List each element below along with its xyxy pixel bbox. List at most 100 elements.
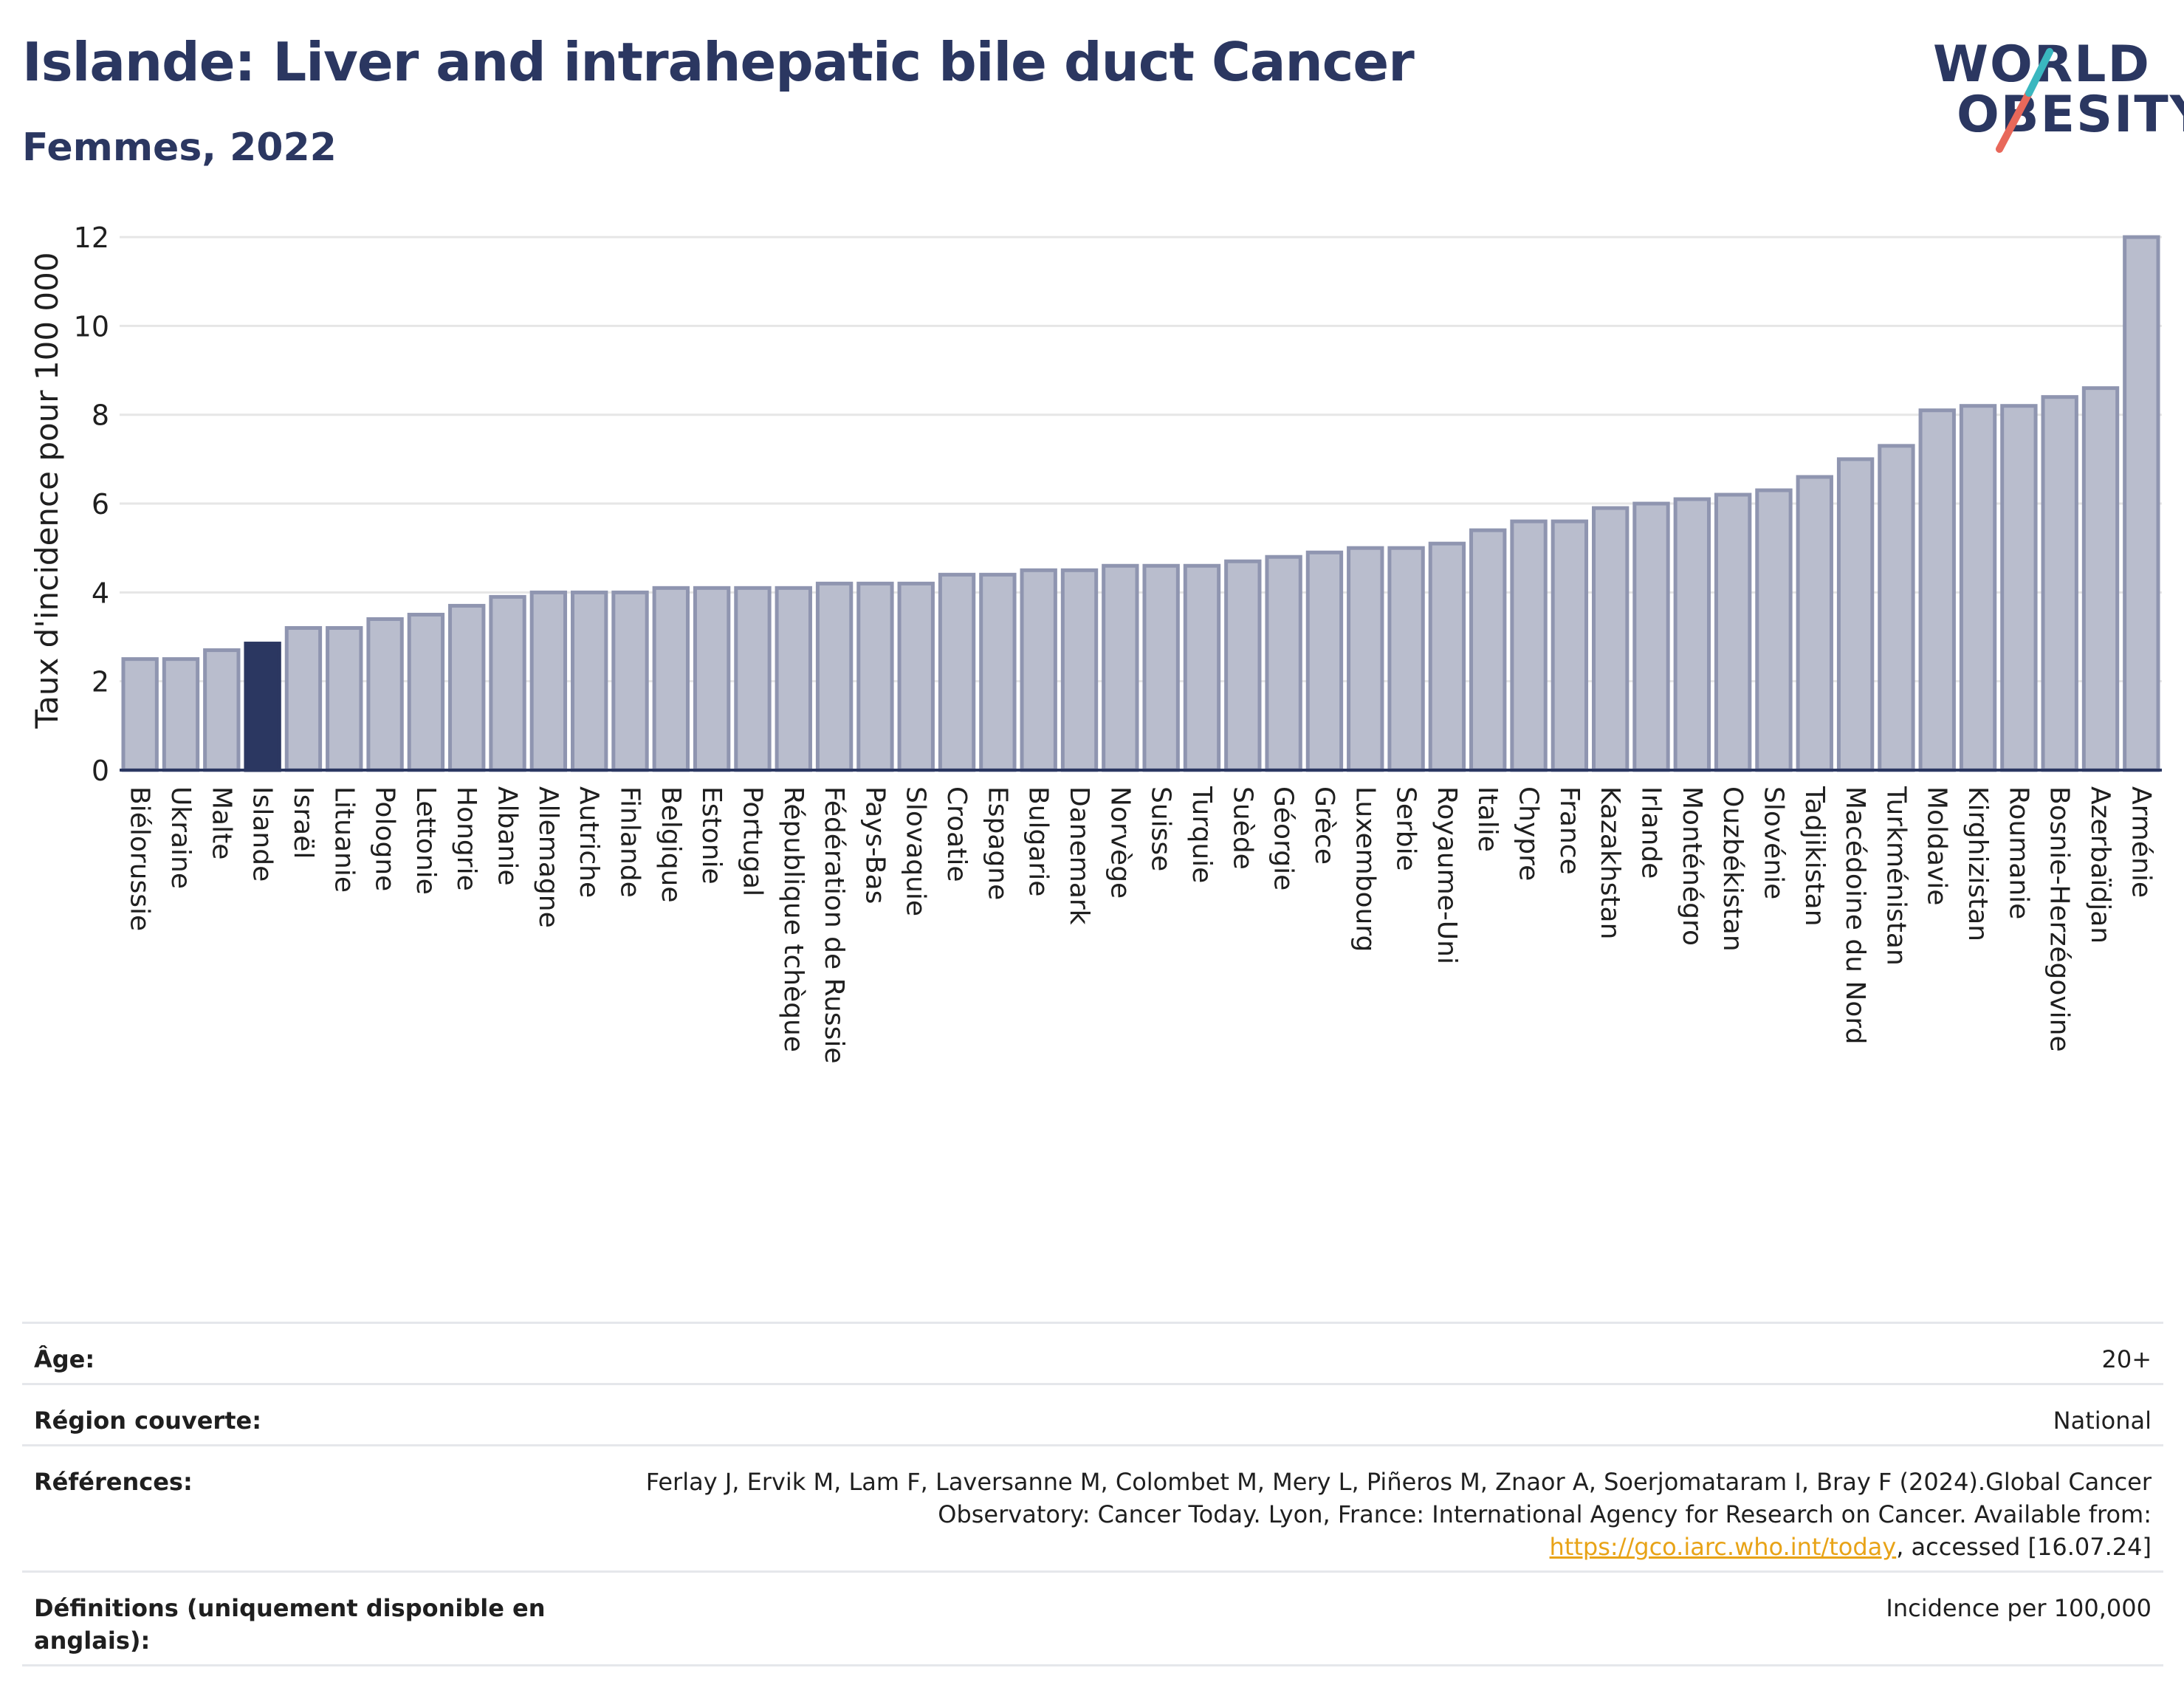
bar [1878, 444, 1915, 772]
y-tick-label: 2 [92, 666, 109, 698]
x-tick-label: Royaume-Uni [1432, 786, 1462, 964]
x-tick-label: Malte [206, 786, 236, 859]
x-tick-label: Kirghizistan [1962, 786, 1993, 941]
bar [2000, 404, 2038, 772]
bar [448, 603, 486, 772]
x-tick-label: Pays-Bas [859, 786, 890, 904]
bar [815, 581, 854, 772]
x-tick-label: Azerbaïdjan [2085, 786, 2115, 944]
x-tick-label: Serbie [1391, 786, 1421, 871]
bar [1755, 488, 1793, 772]
bar-chart: 0 2 4 6 8 10 12 Taux d'incidence pour 100 000 Bi… [29, 222, 2162, 1063]
bar [1836, 457, 1875, 772]
x-tick-label: Pologne [370, 786, 400, 891]
bar [326, 625, 363, 772]
bar [1347, 546, 1384, 772]
bar [1060, 568, 1099, 772]
logo-slash-icon [1996, 48, 2053, 153]
x-tick-label: Danemark [1064, 786, 1094, 925]
x-tick-label: Suisse [1146, 786, 1176, 871]
x-tick-label: Ouzbékistan [1717, 786, 1748, 952]
bar [734, 586, 772, 772]
bar [489, 594, 526, 772]
bar [1020, 568, 1057, 772]
x-tick-label: Italie [1472, 786, 1503, 852]
bar [856, 581, 894, 772]
bar [1551, 519, 1589, 772]
bar [1591, 506, 1630, 772]
bar [1428, 541, 1466, 772]
info-row-region: Région couverte: National [22, 1383, 2163, 1444]
x-tick-label: Suède [1227, 786, 1257, 870]
bar [775, 586, 812, 772]
x-tick-label: Turquie [1187, 786, 1217, 883]
bar [693, 586, 731, 772]
x-tick-label: Macédoine du Nord [1840, 786, 1870, 1044]
x-tick-label: Lettonie [411, 786, 441, 895]
x-tick-label: Biélorussie [125, 786, 155, 931]
x-tick-label: Moldavie [1922, 786, 1952, 905]
reference-text: Ferlay J, Ervik M, Lam F, Laversanne M, … [645, 1468, 2152, 1528]
y-tick-label: 12 [74, 222, 109, 254]
y-tick-label: 6 [92, 488, 109, 521]
bar [938, 572, 976, 772]
info-table: Âge: 20+ Région couverte: National Référ… [22, 1322, 2163, 1666]
bar [2123, 235, 2160, 772]
x-tick-label: Autriche [574, 786, 604, 898]
x-tick-label: Estonie [696, 786, 727, 885]
bar [203, 648, 241, 772]
info-row-definitions: Définitions (uniquement disponible en an… [22, 1570, 2163, 1666]
world-obesity-logo[interactable]: WORLD OBESITY [1920, 30, 2184, 162]
bar [1224, 559, 1262, 772]
reference-link[interactable]: https://gco.iarc.who.int/today [1549, 1533, 1897, 1561]
bar [1510, 519, 1548, 772]
info-value-references: Ferlay J, Ervik M, Lam F, Laversanne M, … [601, 1466, 2152, 1563]
x-tick-label: France [1554, 786, 1584, 875]
bar [1959, 404, 1997, 772]
x-tick-label: Irlande [1636, 786, 1666, 879]
x-tick-label: Tadjikistan [1799, 786, 1830, 927]
bar [284, 625, 323, 772]
bar [162, 657, 200, 772]
x-tick-label: Espagne [982, 786, 1012, 900]
logo-line-2: OBESITY [1957, 86, 2184, 144]
bar [1142, 563, 1180, 772]
bar [1305, 550, 1344, 772]
bar [407, 612, 445, 772]
page-subtitle: Femmes, 2022 [22, 126, 337, 170]
bar [570, 590, 608, 772]
info-label-age: Âge: [34, 1345, 95, 1373]
x-tick-label: Chypre [1514, 786, 1544, 881]
bar [979, 572, 1017, 772]
x-tick-label: Allemagne [533, 786, 563, 928]
x-tick-label: Norvège [1105, 786, 1135, 899]
x-tick-label: Lituanie [329, 786, 359, 893]
x-tick-label: Belgique [656, 786, 686, 903]
y-tick-label: 0 [92, 755, 109, 787]
y-axis-label: Taux d'incidence pour 100 000 [29, 252, 65, 729]
x-tick-label: Bulgarie [1023, 786, 1054, 896]
x-tick-label: Islande [247, 786, 278, 882]
bar [1183, 563, 1221, 772]
info-row-references: Références: Ferlay J, Ervik M, Lam F, La… [22, 1444, 2163, 1570]
info-label-region: Région couverte: [34, 1407, 261, 1435]
bar [2041, 395, 2078, 772]
bar [897, 581, 935, 772]
x-tick-label: Géorgie [1268, 786, 1299, 890]
bar [2081, 386, 2120, 772]
x-tick-label: Roumanie [2003, 786, 2033, 919]
x-tick-label: Monténégro [1677, 786, 1707, 946]
x-tick-label: Portugal [737, 786, 767, 896]
bar [1632, 501, 1670, 772]
x-tick-label: Croatie [941, 786, 972, 882]
y-tick-label: 4 [92, 577, 109, 609]
x-tick-label: Fédération de Russie [819, 786, 849, 1063]
bar [1265, 555, 1302, 772]
reference-accessed: , accessed [16.07.24] [1896, 1533, 2152, 1561]
x-tick-label: Israël [288, 786, 318, 859]
x-tick-label: Luxembourg [1350, 786, 1380, 952]
info-label-definitions: Définitions (uniquement disponible en an… [34, 1594, 546, 1655]
x-tick-label: République tchèque [778, 786, 808, 1052]
bar [529, 590, 568, 772]
info-label-references: Références: [34, 1468, 193, 1496]
